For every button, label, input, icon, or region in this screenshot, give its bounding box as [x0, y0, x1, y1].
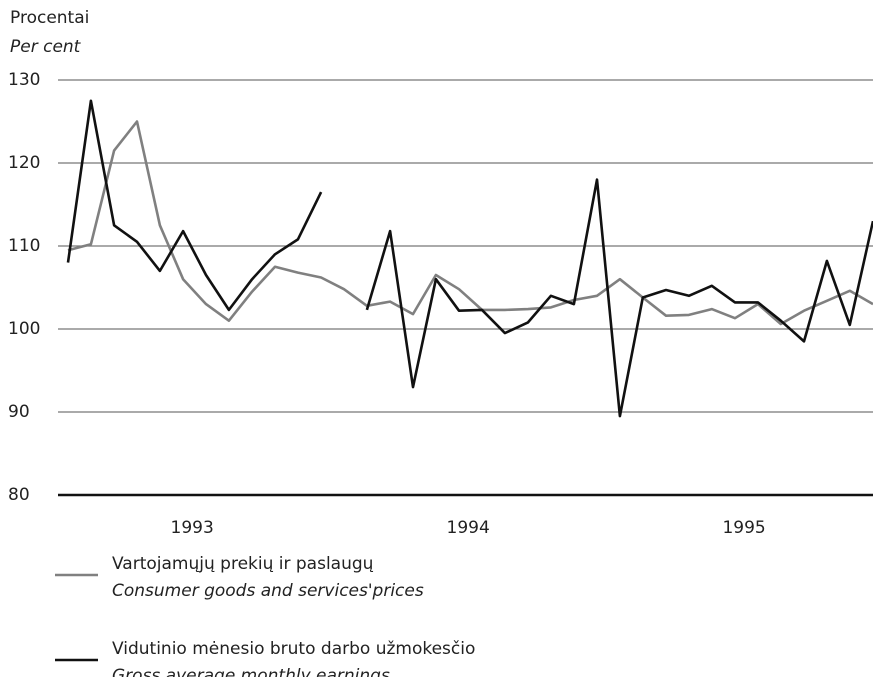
y-tick-label: 80 — [8, 485, 30, 505]
y-tick-label: 110 — [8, 236, 40, 256]
data-line — [67, 120, 873, 326]
y-tick-label: 100 — [8, 319, 40, 339]
legend-label: Vidutinio mėnesio bruto darbo užmokesčio — [112, 639, 475, 659]
legend-label: Vartojamųjų prekių ir paslaugų — [112, 554, 374, 574]
y-axis-label-en: Per cent — [10, 37, 82, 57]
legend-label-en: Consumer goods and services'prices — [112, 581, 424, 601]
legend-label-en: Gross average monthly earnings — [112, 666, 390, 677]
x-tick-label: 1995 — [722, 518, 765, 538]
x-tick-label: 1994 — [447, 518, 490, 538]
y-axis-label: Procentai — [10, 8, 89, 28]
y-tick-label: 120 — [8, 153, 40, 173]
y-tick-label: 130 — [8, 70, 40, 90]
y-tick-label: 90 — [8, 402, 30, 422]
x-tick-label: 1993 — [171, 518, 214, 538]
data-line — [66, 99, 873, 418]
